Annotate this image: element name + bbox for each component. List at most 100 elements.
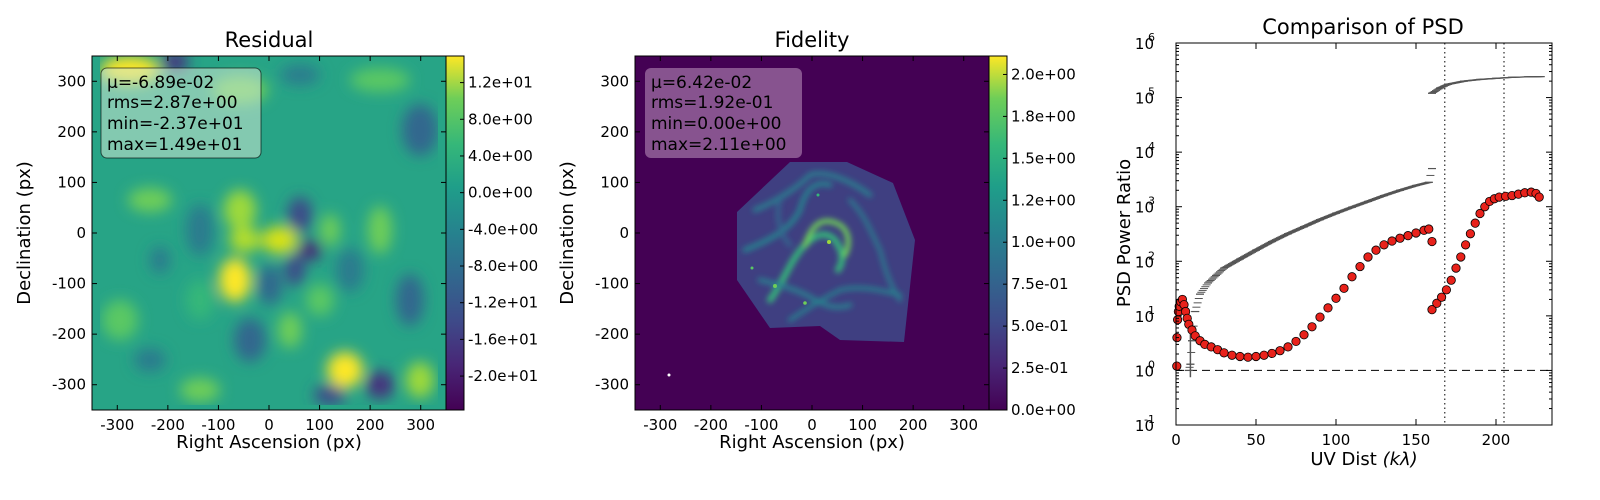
y-tick-label: 102 bbox=[1135, 249, 1155, 271]
x-tick-label: 0 bbox=[264, 416, 274, 434]
y-tick-label: -300 bbox=[52, 376, 86, 394]
psd-ratio-point bbox=[1307, 322, 1317, 332]
psd-ratio-point bbox=[1172, 361, 1182, 371]
psd-x-axis: 0 50 100 150 200 bbox=[1171, 43, 1510, 449]
x-tick-label: 150 bbox=[1402, 431, 1431, 449]
psd-ratio-point bbox=[1339, 283, 1349, 293]
residual-panel: Residual bbox=[14, 28, 538, 453]
psd-ratio-point bbox=[1315, 312, 1325, 322]
colorbar-tick-label: -1.6e+01 bbox=[468, 330, 538, 348]
x-tick-label: -200 bbox=[694, 416, 728, 434]
psd-ratio-point bbox=[1437, 292, 1447, 302]
residual-stat-rms: rms=2.87e+00 bbox=[107, 93, 238, 113]
y-tick-label: 100 bbox=[1135, 358, 1155, 380]
colorbar-tick-label: 7.5e-01 bbox=[1011, 275, 1069, 293]
psd-title: Comparison of PSD bbox=[1262, 15, 1464, 39]
psd-ratio-point bbox=[1411, 228, 1421, 238]
x-tick-label: -300 bbox=[643, 416, 677, 434]
fidelity-stat-max: max=2.11e+00 bbox=[651, 135, 786, 155]
psd-ratio-point bbox=[1227, 350, 1237, 360]
x-tick-label: 200 bbox=[899, 416, 928, 434]
fidelity-stats-box: μ=6.42e-02 rms=1.92e-01 min=0.00e+00 max… bbox=[645, 68, 802, 158]
psd-errorbar-series bbox=[1184, 76, 1545, 378]
psd-ratio-point bbox=[1323, 303, 1333, 313]
y-tick-label: 101 bbox=[1135, 304, 1155, 326]
residual-image bbox=[92, 56, 446, 410]
colorbar-tick-label: -2.0e+01 bbox=[468, 367, 538, 385]
colorbar-tick-label: -1.2e+01 bbox=[468, 294, 538, 312]
y-tick-label: 100 bbox=[57, 173, 86, 191]
colorbar-tick-label: 0.0e+00 bbox=[468, 184, 533, 202]
y-tick-label: 300 bbox=[600, 72, 629, 90]
psd-ratio-point bbox=[1267, 348, 1277, 359]
colorbar-tick-label: -4.0e+00 bbox=[468, 220, 538, 238]
y-tick-label: 104 bbox=[1135, 140, 1155, 162]
psd-ratio-point bbox=[1387, 236, 1397, 246]
psd-ratio-point bbox=[1461, 240, 1471, 250]
x-tick-label: 200 bbox=[1482, 431, 1511, 449]
psd-ratio-series bbox=[1172, 187, 1544, 371]
psd-ratio-point bbox=[1451, 263, 1461, 273]
psd-ratio-point bbox=[1173, 315, 1183, 325]
x-tick-label: 100 bbox=[305, 416, 334, 434]
psd-ratio-point bbox=[1379, 240, 1389, 250]
psd-ratio-point bbox=[1475, 208, 1485, 219]
residual-colorbar: 1.2e+01 8.0e+00 4.0e+00 0.0e+00 -4.0e+00 -8.0… bbox=[445, 55, 538, 411]
psd-panel: Comparison of PSD 0 50 100 150 200 106 105 104… bbox=[1114, 15, 1553, 470]
residual-title: Residual bbox=[225, 28, 314, 52]
psd-ratio-point bbox=[1446, 275, 1456, 285]
residual-ylabel: Declination (px) bbox=[14, 161, 35, 305]
x-tick-label: 0 bbox=[807, 416, 817, 434]
x-tick-label: 100 bbox=[848, 416, 877, 434]
psd-ratio-point bbox=[1371, 245, 1381, 255]
y-tick-label: -100 bbox=[52, 275, 86, 293]
y-tick-label: 103 bbox=[1135, 195, 1155, 217]
residual-x-axis: -300 -200 -100 0 100 200 300 bbox=[100, 56, 435, 434]
colorbar-tick-label: 2.5e-01 bbox=[1011, 359, 1069, 377]
fidelity-y-axis: -300 -200 -100 0 100 200 300 bbox=[595, 72, 989, 394]
fidelity-colorbar: 2.0e+00 1.8e+00 1.5e+00 1.2e+00 1.0e+00 7.5e-… bbox=[988, 55, 1076, 419]
y-tick-label: 106 bbox=[1135, 31, 1155, 53]
fidelity-panel: Fidelity bbox=[557, 28, 1076, 453]
y-tick-label: -300 bbox=[595, 376, 629, 394]
psd-ratio-point bbox=[1283, 342, 1293, 352]
y-tick-label: 10-1 bbox=[1135, 413, 1155, 435]
x-tick-label: -100 bbox=[744, 416, 778, 434]
residual-xlabel: Right Ascension (px) bbox=[176, 432, 362, 453]
fidelity-bright-spots bbox=[667, 193, 831, 377]
y-tick-label: 100 bbox=[600, 173, 629, 191]
psd-ratio-point bbox=[1432, 298, 1442, 308]
psd-ratio-point bbox=[1219, 348, 1229, 358]
colorbar-tick-label: 2.0e+00 bbox=[1011, 65, 1076, 83]
psd-ratio-point bbox=[1395, 233, 1405, 243]
y-tick-label: 0 bbox=[76, 224, 86, 242]
x-tick-label: 300 bbox=[949, 416, 978, 434]
psd-ratio-point bbox=[1259, 350, 1269, 360]
x-tick-label: 0 bbox=[1171, 431, 1181, 449]
colorbar-tick-label: -8.0e+00 bbox=[468, 257, 538, 275]
y-tick-label: 300 bbox=[57, 72, 86, 90]
psd-ratio-point bbox=[1424, 224, 1434, 234]
colorbar-tick-label: 1.0e+00 bbox=[1011, 233, 1076, 251]
fidelity-xlabel: Right Ascension (px) bbox=[719, 432, 905, 453]
psd-ratio-point bbox=[1347, 272, 1357, 282]
psd-reference-lines bbox=[1176, 43, 1552, 425]
y-tick-label: -200 bbox=[595, 325, 629, 343]
colorbar-tick-label: 8.0e+00 bbox=[468, 110, 533, 128]
y-tick-label: -200 bbox=[52, 325, 86, 343]
psd-ratio-point bbox=[1355, 261, 1365, 272]
fidelity-x-axis: -300 -200 -100 0 100 200 300 bbox=[643, 56, 978, 434]
y-tick-label: 105 bbox=[1135, 86, 1155, 108]
colorbar-tick-label: 4.0e+00 bbox=[468, 147, 533, 165]
psd-ratio-point bbox=[1299, 330, 1309, 340]
y-tick-label: 200 bbox=[57, 123, 86, 141]
psd-ratio-point bbox=[1534, 192, 1544, 202]
psd-ratio-point bbox=[1427, 305, 1437, 315]
psd-ratio-point bbox=[1441, 285, 1452, 295]
psd-ratio-point bbox=[1275, 346, 1285, 356]
psd-ratio-point bbox=[1331, 293, 1341, 303]
fidelity-title: Fidelity bbox=[775, 28, 850, 52]
psd-y-axis: 106 105 104 103 102 101 100 10-1 bbox=[1135, 31, 1552, 435]
x-tick-label: 50 bbox=[1246, 431, 1265, 449]
